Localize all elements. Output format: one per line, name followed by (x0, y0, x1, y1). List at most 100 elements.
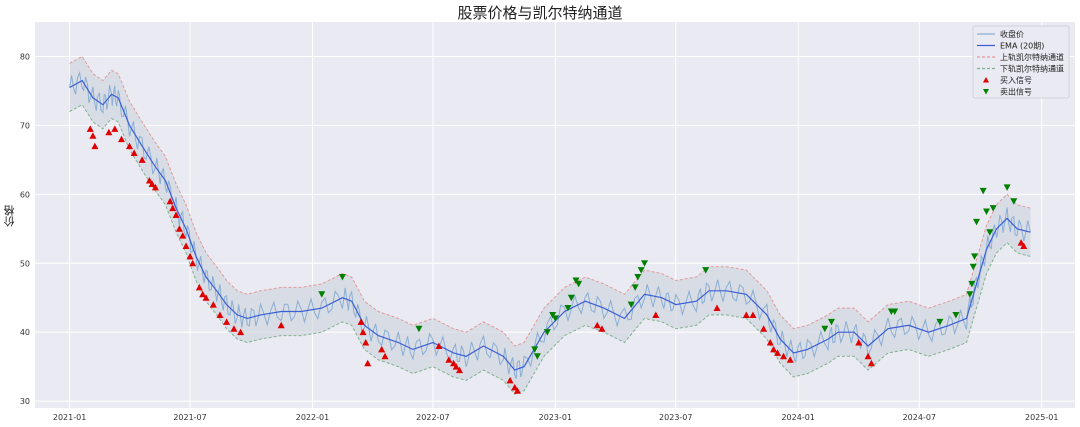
chart-title: 股票价格与凯尔特纳通道 (457, 4, 623, 22)
legend-label: 收盘价 (1000, 29, 1024, 39)
sell-signal-marker (572, 277, 580, 284)
legend-box (972, 25, 1070, 99)
ema-line (69, 79, 1031, 371)
sell-signal-marker (986, 229, 994, 236)
y-tick-label: 50 (20, 259, 30, 268)
sell-signal-marker (338, 274, 346, 281)
buy-signal-marker (506, 376, 514, 384)
sell-signal-marker (979, 187, 987, 195)
buy-signal-marker (86, 125, 94, 132)
y-tick-label: 30 (20, 397, 30, 406)
buy-signal-marker (445, 356, 453, 363)
signal-markers (86, 125, 1028, 394)
legend-label: 下轨凯尔特纳通道 (1000, 64, 1064, 74)
sell-signal-marker (936, 318, 944, 326)
sell-signal-marker (827, 318, 835, 326)
buy-signal-marker (713, 304, 721, 312)
buy-signal-marker (867, 359, 875, 367)
x-tick-label: 2025-01 (1025, 413, 1058, 422)
buy-signal-marker (175, 225, 183, 232)
buy-signal-marker (91, 142, 99, 150)
x-tick-label: 2022-01 (296, 413, 329, 422)
buy-signal-marker (182, 242, 190, 250)
x-tick-label: 2024-07 (903, 413, 936, 422)
sell-signal-marker (627, 301, 635, 309)
y-tick-label: 60 (20, 190, 30, 199)
sell-signal-marker (543, 329, 551, 336)
buy-signal-marker (195, 283, 203, 291)
buy-signal-marker (1017, 239, 1025, 246)
sell-signal-marker (952, 311, 960, 319)
y-tick-label: 40 (20, 328, 30, 337)
buy-signal-marker (364, 359, 372, 367)
buy-signal-marker (169, 204, 177, 212)
buy-signal-marker (145, 177, 153, 184)
buy-signal-marker (786, 356, 794, 363)
buy-signal-marker (780, 352, 788, 360)
sell-signal-marker (983, 208, 991, 216)
sell-signal-marker (968, 280, 976, 288)
buy-signal-marker (456, 366, 464, 374)
legend-buy-icon (983, 77, 989, 83)
close-price-line (69, 71, 1031, 379)
buy-signal-marker (216, 311, 224, 318)
buy-signal-marker (105, 128, 113, 136)
buy-signal-marker (89, 132, 97, 139)
x-tick-label: 2024-01 (781, 413, 814, 422)
x-tick-label: 2023-07 (659, 413, 692, 422)
x-tick-label: 2021-07 (173, 413, 206, 422)
buy-signal-marker (186, 252, 194, 260)
buy-signal-marker (111, 125, 119, 132)
buy-signal-marker (774, 349, 782, 356)
buy-signal-marker (766, 339, 774, 346)
buy-signal-marker (511, 383, 519, 391)
buy-signal-marker (118, 135, 126, 143)
buy-signal-marker (435, 342, 443, 349)
buy-signal-marker (760, 325, 768, 332)
lower-channel-line (69, 104, 1031, 395)
x-tick-labels: 2021-01 2021-07 2022-01 2022-07 2023-01 2023-… (53, 413, 1059, 422)
buy-signal-marker (277, 321, 285, 329)
y-tick-label: 80 (20, 52, 30, 61)
sell-signal-marker (637, 267, 645, 274)
buy-signal-marker (770, 345, 778, 353)
buy-signal-marker (357, 318, 365, 325)
sell-signal-marker (640, 260, 648, 267)
sell-signal-marker (634, 274, 642, 281)
legend-label: 买入信号 (1000, 75, 1032, 85)
buy-signal-marker (125, 142, 133, 150)
x-tick-label: 2022-07 (416, 413, 449, 422)
buy-signal-marker (359, 328, 367, 336)
buy-signal-marker (230, 325, 238, 332)
sell-signal-marker (564, 305, 572, 312)
buy-signal-marker (593, 321, 601, 329)
legend-label: EMA (20期) (1000, 42, 1044, 51)
sell-signal-marker (533, 353, 541, 360)
legend-label: 卖出信号 (1000, 87, 1032, 97)
sell-signal-marker (575, 280, 583, 288)
buy-signal-marker (166, 197, 174, 205)
sell-signal-marker (989, 205, 997, 212)
legend-label: 上轨凯尔特纳通道 (1000, 52, 1064, 62)
sell-signal-marker (1010, 198, 1018, 205)
buy-signal-marker (381, 352, 389, 360)
buy-signal-marker (189, 259, 197, 267)
sell-signal-marker (971, 253, 979, 260)
buy-signal-marker (172, 211, 180, 218)
buy-signal-marker (749, 311, 757, 318)
buy-signal-marker (864, 352, 872, 360)
buy-signal-marker (202, 294, 210, 301)
sell-signal-marker (318, 291, 326, 298)
buy-signal-marker (130, 149, 138, 156)
sell-signal-marker (1003, 184, 1011, 191)
buy-signal-marker (378, 345, 386, 353)
buy-signal-marker (199, 290, 207, 298)
legend-sell-icon (983, 89, 989, 95)
y-tick-labels: 30 40 50 60 70 80 (20, 52, 30, 406)
x-tick-label: 2023-01 (539, 413, 572, 422)
sell-signal-marker (415, 325, 423, 333)
buy-signal-marker (855, 339, 863, 346)
buy-signal-marker (598, 325, 606, 332)
